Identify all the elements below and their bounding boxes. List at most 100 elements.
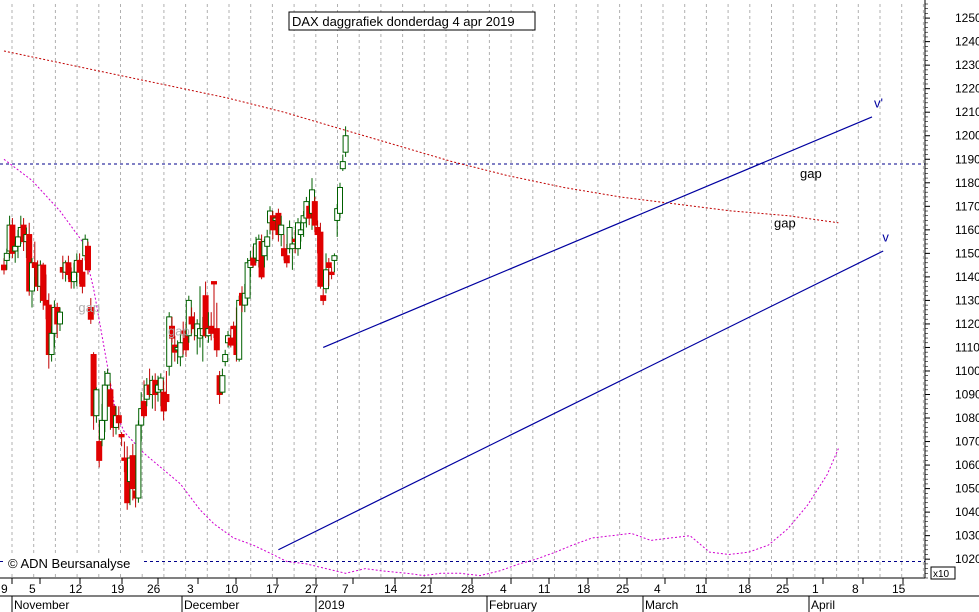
- x-month-label: April: [811, 598, 835, 612]
- candle-body-down: [65, 262, 72, 276]
- y-tick-label: 1230: [955, 58, 979, 72]
- candle-body-down: [79, 271, 86, 287]
- y-tick-label: 1170: [955, 199, 979, 213]
- candle-body-up: [339, 161, 346, 170]
- candle: [219, 368, 226, 395]
- y-tick-label: 1130: [955, 293, 979, 307]
- candle-body-down: [129, 455, 136, 490]
- candle-body-down: [188, 316, 195, 325]
- candle: [328, 267, 335, 280]
- candle-body-up: [289, 243, 296, 250]
- y-tick-label: 1120: [955, 317, 979, 331]
- y-tick-label: 1190: [955, 152, 979, 166]
- candle: [135, 420, 142, 503]
- channel-upper-line: [322, 116, 873, 349]
- candle-body-up: [278, 224, 285, 236]
- candles: [1, 126, 349, 510]
- x-day-label: 26: [147, 582, 161, 596]
- x-day-label: 4: [654, 582, 661, 596]
- candle: [342, 126, 349, 157]
- y-tick-label: 1050: [955, 482, 979, 496]
- candle-body-down: [250, 257, 257, 266]
- x-day-label: 7: [342, 582, 349, 596]
- annotation-label: v': [874, 96, 883, 111]
- y-tick-label: 1180: [955, 176, 979, 190]
- candle-body-up: [48, 332, 55, 356]
- candle: [118, 432, 125, 447]
- x-day-label: 3: [187, 582, 194, 596]
- candle-body-up: [244, 262, 251, 299]
- candle-body-down: [169, 325, 175, 339]
- candle-body-down: [317, 231, 324, 287]
- candle: [115, 406, 122, 430]
- candle-body-down: [328, 271, 335, 276]
- y-tick-label: 1200: [955, 129, 979, 143]
- y-tick-label: 1150: [955, 246, 979, 260]
- annotation-label: gap: [168, 324, 190, 339]
- candle: [227, 326, 234, 348]
- x-day-label: 27: [305, 582, 319, 596]
- candle: [331, 253, 338, 273]
- candle-body-down: [320, 295, 327, 301]
- y-tick-label: 1040: [955, 505, 979, 519]
- x-day-label: 8: [852, 582, 859, 596]
- y-tick-label: 1110: [955, 340, 979, 354]
- y-tick-label: 1100: [955, 364, 979, 378]
- annotation-label: gap: [800, 166, 822, 181]
- candle: [264, 229, 271, 261]
- candle-body-up: [295, 222, 301, 250]
- x-axis: 9 5 12 19 26 3 10 17 27 7 14 21 28 4 11 18 25 4 11 18 25 1 8 15…: [1, 578, 906, 612]
- candle-body-down: [107, 389, 114, 407]
- candle-body-up: [15, 236, 21, 247]
- credit-label: © ADN Beursanalyse: [8, 556, 130, 571]
- candle-body-up: [264, 236, 271, 247]
- candle-body-down: [1, 264, 7, 271]
- x-day-label: 18: [577, 582, 591, 596]
- candle-body-up: [135, 424, 142, 499]
- annotation-label: v: [882, 230, 889, 245]
- candle: [104, 368, 111, 390]
- candle-body-down: [40, 264, 47, 301]
- candle-body-up: [99, 419, 105, 440]
- y-tick-label: 1220: [955, 82, 979, 96]
- y-tick-label: 1020: [955, 552, 979, 566]
- plot-frame: [0, 0, 979, 597]
- y-unit-box: x10: [930, 566, 956, 580]
- trend-channel: [278, 116, 884, 551]
- x-day-label: 4: [500, 582, 507, 596]
- y-unit-label: x10: [933, 569, 950, 580]
- moving-averages: [3, 50, 839, 577]
- y-tick-label: 1090: [955, 388, 979, 402]
- candle: [222, 349, 229, 367]
- candle-body-up: [177, 342, 184, 358]
- y-tick-label: 1250: [955, 11, 979, 25]
- candle-body-up: [337, 186, 343, 214]
- candle-body-down: [141, 401, 147, 417]
- x-month-label: March: [645, 598, 678, 612]
- candle: [57, 307, 63, 331]
- chart-title-box: DAX daggrafiek donderdag 4 apr 2019: [288, 11, 536, 31]
- candle-body-down: [118, 434, 125, 438]
- candle-body-down: [163, 394, 170, 403]
- candle-body-down: [213, 328, 220, 351]
- credit-box: © ADN Beursanalyse: [3, 555, 143, 573]
- x-day-label: 11: [538, 582, 551, 596]
- candle: [311, 196, 318, 233]
- candle-body-down: [96, 441, 103, 461]
- x-day-label: 12: [69, 582, 83, 596]
- candle-body-up: [236, 299, 243, 360]
- x-day-label: 25: [616, 582, 630, 596]
- annotation-label: gap: [774, 215, 796, 230]
- y-tick-label: 1160: [955, 223, 979, 237]
- candle-body-down: [31, 262, 38, 268]
- candle-body-down: [283, 255, 290, 264]
- y-tick-label: 1030: [955, 529, 979, 543]
- candle-body-down: [208, 325, 215, 334]
- y-tick-label: 1060: [955, 458, 979, 472]
- candle-body-up: [157, 377, 164, 391]
- candle: [337, 182, 343, 219]
- candle-body-down: [227, 337, 234, 346]
- candle-body-up: [297, 229, 304, 236]
- candle-body-up: [12, 245, 19, 252]
